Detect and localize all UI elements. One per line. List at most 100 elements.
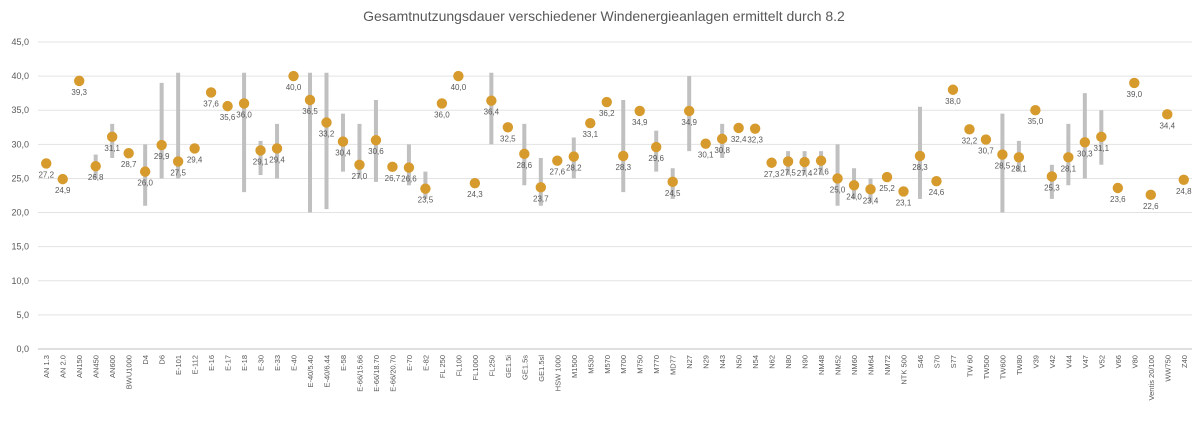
- gridlines: [38, 41, 1192, 350]
- data-point: [914, 150, 926, 162]
- x-tick-label: Z40: [1180, 355, 1189, 368]
- data-label: 30,8: [714, 146, 730, 155]
- data-point: [1030, 105, 1041, 116]
- y-tick-label: 10,0: [11, 276, 29, 286]
- data-label: 27,5: [170, 168, 186, 177]
- data-label: 40,0: [451, 83, 467, 92]
- data-point: [255, 145, 266, 156]
- x-tick-label: E-82: [421, 355, 430, 371]
- y-tick-label: 30,0: [11, 139, 29, 149]
- data-label: 34,9: [681, 118, 697, 127]
- data-label: 31,1: [104, 144, 120, 153]
- data-point: [1013, 152, 1025, 163]
- data-point: [799, 156, 810, 168]
- x-tick-label: V39: [1031, 355, 1040, 368]
- data-label: 27,6: [550, 168, 566, 177]
- data-label: 31,1: [1094, 144, 1110, 153]
- data-label: 25,2: [879, 184, 895, 193]
- data-label: 32,2: [962, 136, 978, 145]
- x-tick-label: S46: [916, 355, 925, 368]
- data-label: 36,5: [302, 107, 318, 116]
- x-tick-label: AN 2.0: [59, 355, 68, 378]
- data-label: 37,6: [203, 99, 219, 108]
- y-tick-label: 40,0: [11, 71, 29, 81]
- data-label: 23,7: [533, 194, 549, 203]
- data-point: [172, 156, 184, 167]
- data-label: 28,5: [995, 162, 1011, 171]
- data-point: [321, 117, 332, 128]
- data-label: 24,3: [467, 190, 483, 199]
- data-label: 39,3: [71, 88, 87, 97]
- data-label: 38,0: [945, 97, 961, 106]
- data-point: [766, 157, 777, 168]
- data-label: 36,4: [484, 108, 500, 117]
- x-tick-label: E-33: [273, 355, 282, 371]
- data-label: 23,6: [1110, 195, 1126, 204]
- data-point: [469, 178, 481, 189]
- y-tick-label: 25,0: [11, 173, 29, 183]
- data-label: 35,6: [220, 113, 236, 122]
- x-tick-label: E-101: [174, 355, 183, 375]
- x-tick-label: WW750: [1163, 355, 1172, 382]
- data-point: [947, 84, 959, 95]
- data-label: 29,6: [648, 154, 664, 163]
- data-label: 27,2: [38, 170, 54, 179]
- x-tick-label: TW600: [998, 355, 1007, 379]
- data-label: 24,0: [846, 192, 862, 201]
- data-label: 30,4: [335, 149, 351, 158]
- x-tick-label: TW80: [1015, 355, 1024, 375]
- data-point: [41, 158, 52, 169]
- y-tick-label: 0,0: [16, 344, 29, 354]
- x-tick-label: E-16: [207, 355, 216, 371]
- y-tick-label: 15,0: [11, 242, 29, 252]
- y-axis-ticks: 0,0 5,0 10,0 15,0 20,0 25,0 30,0 35,0 40,0 45,0: [11, 37, 29, 354]
- data-point: [205, 87, 217, 98]
- x-tick-label: V52: [1097, 355, 1106, 368]
- x-tick-label: E-70: [405, 355, 414, 371]
- x-tick-label: E-17: [224, 355, 233, 371]
- data-label: 30,6: [368, 147, 384, 156]
- data-point: [1063, 152, 1074, 163]
- x-tick-label: FL100: [454, 355, 463, 376]
- data-point: [552, 155, 563, 166]
- data-label: 35,0: [1028, 117, 1044, 126]
- x-tick-label: E-30: [257, 355, 266, 371]
- x-tick-label: FL250: [487, 355, 496, 376]
- data-point: [288, 70, 299, 82]
- data-point: [189, 143, 200, 154]
- data-label: 24,8: [1176, 187, 1192, 196]
- data-point: [1046, 171, 1058, 182]
- data-point: [667, 176, 678, 188]
- data-point: [865, 184, 876, 195]
- data-point: [651, 141, 662, 153]
- x-tick-label: N62: [768, 355, 777, 369]
- data-point: [832, 173, 843, 184]
- x-tick-label: M530: [586, 355, 595, 374]
- data-point: [123, 148, 134, 159]
- data-label: 29,4: [269, 155, 285, 164]
- x-tick-label: FL1000: [471, 355, 480, 380]
- data-point: [337, 136, 349, 147]
- data-label: 24,6: [929, 188, 945, 197]
- x-tick-label: M700: [619, 355, 628, 374]
- x-tick-label: N90: [801, 355, 810, 369]
- data-point: [453, 70, 464, 82]
- data-label: 32,4: [731, 135, 747, 144]
- x-tick-label: N27: [685, 355, 694, 369]
- data-label: 32,3: [747, 136, 763, 145]
- x-tick-label: NTK 500: [900, 355, 909, 385]
- data-point: [271, 143, 283, 154]
- x-tick-label: GE1.5sl: [537, 355, 546, 382]
- x-tick-label: FL 250: [438, 355, 447, 378]
- data-point: [74, 75, 85, 87]
- data-point: [1129, 77, 1140, 89]
- data-label: 27,0: [352, 172, 368, 181]
- data-label: 28,6: [517, 161, 533, 170]
- x-tick-label: V44: [1064, 355, 1073, 368]
- data-label: 29,4: [187, 155, 203, 164]
- data-label: 26,0: [137, 179, 153, 188]
- data-point: [535, 182, 547, 193]
- data-point: [931, 175, 942, 187]
- data-point: [387, 161, 398, 173]
